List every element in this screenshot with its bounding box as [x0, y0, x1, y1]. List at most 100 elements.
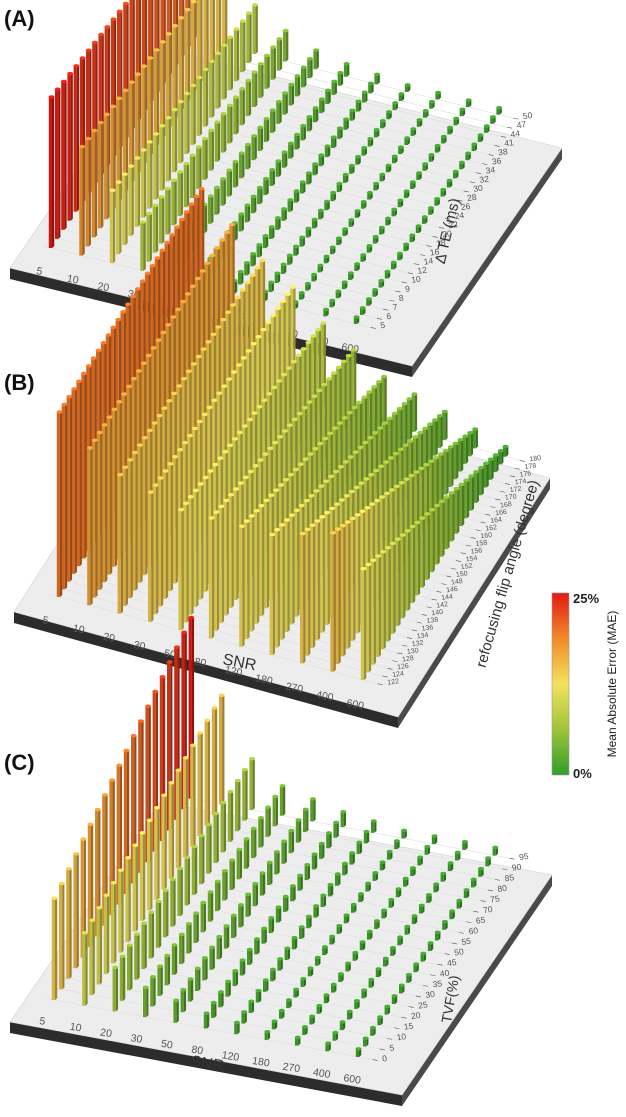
bar: [391, 207, 398, 217]
bar: [440, 187, 447, 197]
bar-side: [252, 514, 255, 632]
bar-top: [218, 693, 225, 698]
bar-top: [276, 379, 283, 383]
bar-face: [463, 481, 467, 519]
bar-side: [99, 906, 103, 985]
bar: [111, 407, 118, 567]
bar: [373, 181, 380, 191]
bar-top: [183, 210, 190, 214]
bar-face: [209, 0, 213, 65]
bar-face: [367, 438, 371, 502]
bar-face: [277, 959, 281, 971]
bar-face: [327, 434, 331, 509]
bar-top: [300, 347, 307, 351]
bar-face: [281, 375, 285, 469]
y-tick-label: 16: [429, 246, 440, 257]
bar: [449, 909, 456, 920]
bar-face: [341, 362, 345, 431]
y-tick-mark: [513, 117, 519, 120]
bar-side: [232, 859, 235, 890]
bar: [312, 106, 319, 123]
bar-side: [243, 959, 246, 976]
bar-side: [227, 925, 230, 949]
y-tick-mark: [459, 932, 465, 934]
bar-top: [97, 120, 104, 125]
bar-top: [205, 339, 212, 344]
bar-face: [449, 493, 453, 542]
bar-top: [182, 501, 190, 505]
y-tick-mark: [387, 668, 393, 670]
bar-top: [462, 434, 469, 438]
bar: [61, 402, 68, 590]
bar: [330, 190, 337, 202]
bar-top: [157, 476, 164, 480]
bar-face: [255, 991, 259, 1003]
bar-top: [282, 28, 289, 33]
bar: [463, 888, 470, 898]
bar-side: [180, 170, 183, 217]
y-tick-mark: [430, 974, 436, 977]
bar-face: [162, 471, 166, 599]
bar-top: [365, 562, 372, 567]
y-tick-mark: [445, 217, 451, 220]
bar-top: [330, 371, 338, 375]
bar-top: [87, 822, 94, 827]
bar: [215, 0, 222, 56]
bar-face: [293, 990, 297, 998]
bar-face: [67, 74, 71, 221]
bar-top: [362, 1036, 369, 1040]
bar: [270, 45, 277, 80]
bar-top: [166, 660, 173, 664]
bar-top: [346, 410, 353, 415]
bar: [330, 530, 337, 672]
bar-face: [453, 489, 458, 534]
bar-top: [156, 413, 163, 418]
bar-top: [51, 896, 58, 900]
bar: [340, 809, 347, 828]
bar-top: [265, 320, 272, 325]
bar-face: [91, 131, 95, 238]
bar-top: [332, 469, 340, 474]
bar-side: [347, 62, 350, 77]
bar: [234, 778, 241, 832]
bar-top: [184, 855, 191, 860]
bar-top: [122, 465, 129, 470]
bar-face: [172, 457, 176, 584]
bar-face: [321, 385, 325, 462]
bar-top: [187, 495, 194, 499]
bar-face: [134, 158, 138, 227]
bar-top: [314, 955, 321, 960]
bar-top: [258, 503, 265, 508]
bar-top: [293, 132, 301, 137]
bar-face: [112, 968, 116, 1012]
bar-top: [204, 718, 211, 723]
x-tick-label: 10: [72, 622, 86, 636]
bar-side: [125, 466, 128, 606]
bar-face: [317, 444, 321, 524]
bar-side: [432, 508, 435, 573]
bar-side: [150, 57, 153, 156]
bar: [202, 475, 209, 592]
bar-face: [416, 173, 420, 180]
bar: [454, 850, 461, 861]
y-tick-label: 30: [473, 183, 484, 194]
bar-top: [181, 630, 188, 635]
bar: [265, 805, 272, 837]
bar-side: [168, 116, 172, 182]
bar-top: [434, 196, 441, 201]
bar: [293, 132, 301, 150]
bar-side: [236, 487, 239, 600]
bar-top: [266, 860, 273, 865]
bar-side: [107, 894, 110, 974]
bar-top: [483, 124, 490, 128]
bar-face: [220, 179, 224, 206]
bar-side: [259, 989, 262, 1003]
bar: [268, 280, 275, 293]
bar-side: [316, 904, 319, 918]
bar-top: [436, 413, 443, 418]
bar: [146, 818, 153, 911]
panel-b-base-side-right: [398, 478, 550, 728]
bar: [221, 868, 228, 901]
bar-side: [266, 177, 269, 195]
bar-face: [452, 444, 457, 480]
